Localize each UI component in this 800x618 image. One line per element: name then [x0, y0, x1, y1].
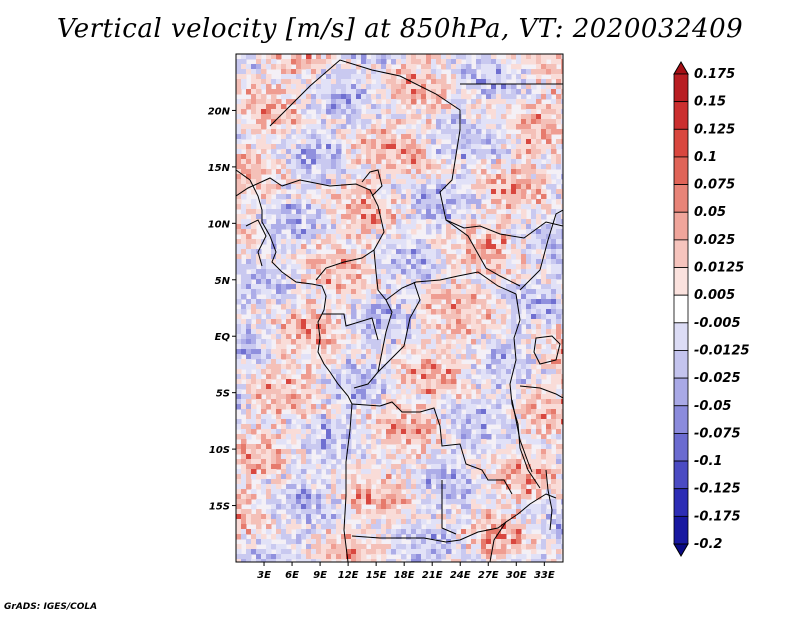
colorbar-level-label: 0.15 — [694, 95, 726, 110]
border-tanzania — [519, 385, 563, 399]
lon-tick-label: 6E — [285, 570, 299, 581]
lon-tick-label: 30E — [506, 570, 527, 581]
colorbar-level-label: 0.175 — [694, 67, 735, 82]
colorbar-segment — [673, 73, 689, 103]
colorbar-level-label: 0.075 — [694, 178, 735, 193]
colorbar-segment — [673, 322, 689, 351]
colorbar-segment — [673, 239, 689, 268]
border-ethiopia — [519, 209, 563, 291]
colorbar-segment — [673, 128, 689, 158]
border-cameroon-car — [353, 249, 393, 389]
colorbar-level-label: -0.05 — [694, 399, 731, 414]
colorbar-segment — [673, 377, 689, 407]
colorbar-level-label: 0.1 — [694, 150, 717, 165]
map-title: Vertical velocity [m/s] at 850hPa, VT: 2… — [56, 14, 744, 44]
colorbar-level-label: 0.025 — [694, 233, 735, 248]
colorbar-level-label: -0.025 — [694, 371, 741, 386]
lon-tick-label: 9E — [313, 570, 327, 581]
border-gabon — [322, 313, 379, 341]
colorbar-segment — [673, 433, 689, 462]
colorbar-segment — [673, 515, 689, 545]
software-credit: GrADS: IGES/COLA — [4, 602, 98, 612]
lat-tick-label: 15N — [208, 163, 231, 174]
lat-tick-label: 20N — [208, 106, 231, 117]
colorbar-level-label: 0.125 — [694, 122, 735, 137]
colorbar-segment — [673, 294, 689, 324]
lat-tick-label: 10N — [208, 219, 231, 230]
colorbar-segment — [673, 350, 689, 379]
colorbar-level-label: 0.005 — [694, 288, 735, 303]
lon-tick-label: 12E — [338, 570, 359, 581]
lon-tick-label: 18E — [394, 570, 415, 581]
border-angola-namibia — [351, 521, 507, 543]
lat-tick-label: 10S — [209, 445, 230, 456]
border-sudan-south — [445, 219, 563, 239]
border-east-africa — [509, 293, 541, 489]
vertical-velocity-field — [236, 54, 563, 562]
lat-tick-label: EQ — [215, 332, 231, 343]
colorbar-level-label: -0.2 — [694, 537, 722, 552]
border-drc-angola — [351, 401, 513, 495]
colorbar-level-label: -0.075 — [694, 426, 741, 441]
colorbar-segment — [673, 101, 689, 130]
border-congo-drc — [377, 281, 421, 373]
colorbar-level-label: -0.005 — [694, 316, 741, 331]
colorbar-segment — [673, 405, 689, 434]
lon-tick-label: 33E — [534, 570, 555, 581]
colorbar-segment — [673, 156, 689, 185]
map-frame — [235, 53, 564, 563]
lake-malawi — [545, 469, 553, 531]
country-borders — [236, 59, 563, 562]
border-angola-zambia — [441, 480, 457, 535]
axis-ticks: 20N 15N 10N 5N EQ 5S 10S 15S 3E 6E 9E 12E 15E 18E 21E 2… — [208, 106, 555, 581]
lon-tick-label: 24E — [450, 570, 471, 581]
coastline-west-africa — [236, 169, 353, 562]
border-nigeria — [281, 179, 385, 281]
lon-tick-label: 15E — [366, 570, 387, 581]
lat-tick-label: 5S — [216, 389, 230, 400]
colorbar: 0.175 0.15 0.125 0.1 0.075 0.05 0.025 0.0125 0.0… — [673, 61, 750, 557]
colorbar-segment — [673, 211, 689, 241]
colorbar-level-label: 0.0125 — [694, 261, 744, 276]
lat-tick-label: 5N — [215, 276, 231, 287]
colorbar-level-label: -0.1 — [694, 454, 722, 469]
lat-tick-label: 15S — [209, 502, 230, 513]
border-sahara-north — [269, 59, 521, 287]
lake-tanganyika — [511, 399, 533, 473]
border-west-coast-inland — [245, 219, 267, 267]
border-zambia — [489, 493, 557, 562]
colorbar-level-label: -0.175 — [694, 509, 741, 524]
border-car-south — [385, 271, 517, 301]
colorbar-level-label: -0.0125 — [694, 343, 750, 358]
colorbar-bottom-triangle — [673, 543, 689, 557]
border-sahel — [236, 177, 283, 197]
lon-tick-label: 27E — [478, 570, 499, 581]
colorbar-segment — [673, 184, 689, 213]
border-lake-chad — [361, 169, 383, 197]
lon-tick-label: 21E — [422, 570, 443, 581]
colorbar-top-triangle — [673, 61, 689, 75]
colorbar-level-label: -0.125 — [694, 482, 741, 497]
colorbar-segment — [673, 267, 689, 296]
colorbar-segment — [673, 460, 689, 490]
colorbar-level-label: 0.05 — [694, 205, 726, 220]
colorbar-segment — [673, 488, 689, 517]
lake-victoria — [533, 335, 561, 365]
lon-tick-label: 3E — [257, 570, 271, 581]
